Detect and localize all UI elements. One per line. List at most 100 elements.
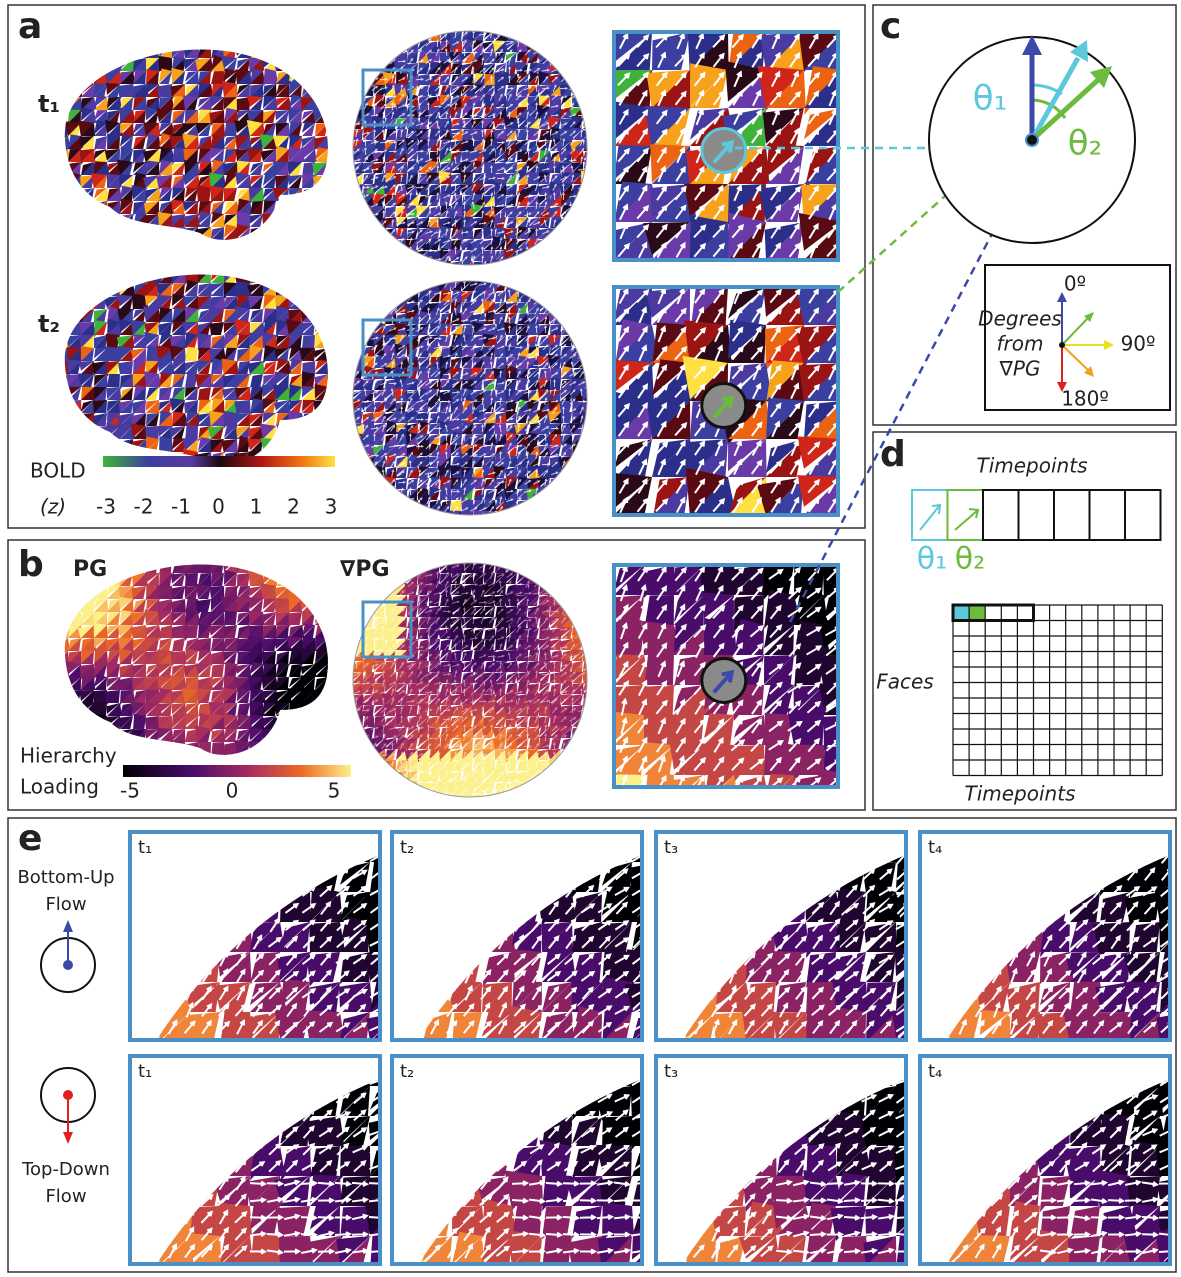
flow-arrow (533, 42, 539, 45)
patch (352, 228, 364, 239)
patch (559, 478, 572, 487)
patch (211, 755, 224, 766)
flow-arrow (391, 247, 394, 253)
patch (68, 227, 81, 239)
patch (583, 357, 594, 367)
patch (539, 30, 551, 41)
flow-arrow (389, 258, 395, 261)
patch (171, 476, 185, 492)
patch (78, 715, 94, 733)
patch (52, 175, 68, 186)
patch (94, 478, 107, 490)
patch (539, 41, 550, 52)
patch (302, 55, 315, 70)
patch (55, 71, 68, 84)
patch (120, 214, 133, 225)
flow-arrow (400, 290, 403, 296)
patch (276, 227, 289, 240)
patch (68, 612, 83, 625)
patch (55, 58, 68, 71)
patch (55, 227, 68, 237)
patch (55, 175, 71, 188)
patch (572, 500, 585, 511)
patch (328, 227, 341, 238)
patch (583, 63, 595, 74)
patch (104, 269, 120, 281)
patch (352, 261, 363, 272)
flow-arrow (579, 195, 585, 199)
flow-arrow (355, 229, 357, 236)
patch (80, 586, 94, 598)
patch (302, 560, 315, 571)
patch (274, 58, 289, 71)
patch (133, 45, 147, 58)
patch (373, 41, 385, 54)
patch (159, 251, 172, 268)
patch (198, 253, 211, 266)
patch (571, 332, 583, 345)
flow-arrow (534, 282, 539, 286)
patch (159, 45, 173, 58)
patch (68, 201, 82, 214)
patch (549, 289, 561, 302)
patch (583, 52, 595, 63)
patch (363, 291, 374, 302)
patch (315, 477, 328, 492)
patch (352, 206, 365, 217)
patch (315, 439, 328, 452)
patch (118, 439, 133, 453)
flow-arrow (364, 247, 366, 254)
patch (81, 43, 94, 57)
patch (570, 85, 583, 94)
patch (55, 599, 71, 612)
patch (385, 487, 396, 499)
patch (396, 250, 410, 261)
patch (363, 217, 376, 228)
patch (315, 201, 328, 214)
patch (417, 280, 429, 288)
patch (352, 489, 366, 500)
patch (418, 280, 431, 291)
patch (583, 444, 594, 455)
patch (133, 557, 146, 573)
patch (315, 188, 330, 201)
flow-arrow (579, 221, 585, 225)
patch (289, 240, 302, 253)
patch (159, 742, 172, 753)
flow-arrow (381, 309, 385, 314)
patch (327, 636, 341, 649)
patch (328, 400, 341, 413)
patch (581, 129, 594, 139)
patch (52, 268, 68, 284)
patch (68, 283, 83, 296)
flow-arrow (570, 230, 574, 235)
patch (55, 387, 70, 400)
patch (302, 586, 315, 599)
patch (528, 511, 539, 522)
patch (315, 702, 328, 717)
patch (427, 261, 440, 271)
flow-arrow (569, 249, 576, 251)
flow-arrow (355, 238, 357, 245)
patch (237, 478, 252, 491)
patch (273, 716, 289, 731)
patch (289, 729, 302, 742)
patch (276, 742, 289, 755)
flow-arrow (391, 40, 394, 46)
patch (263, 45, 276, 61)
patch (352, 324, 363, 337)
patch (315, 320, 328, 333)
patch (67, 599, 81, 614)
patch (133, 253, 147, 266)
patch (385, 239, 397, 250)
flow-arrow (354, 300, 360, 304)
patch (328, 742, 341, 752)
patch (561, 250, 572, 261)
patch (289, 201, 302, 214)
patch (68, 84, 82, 97)
patch (302, 729, 315, 742)
patch (363, 250, 376, 261)
patch (328, 690, 341, 705)
flow-arrow (373, 256, 376, 262)
flow-arrow (407, 42, 413, 45)
